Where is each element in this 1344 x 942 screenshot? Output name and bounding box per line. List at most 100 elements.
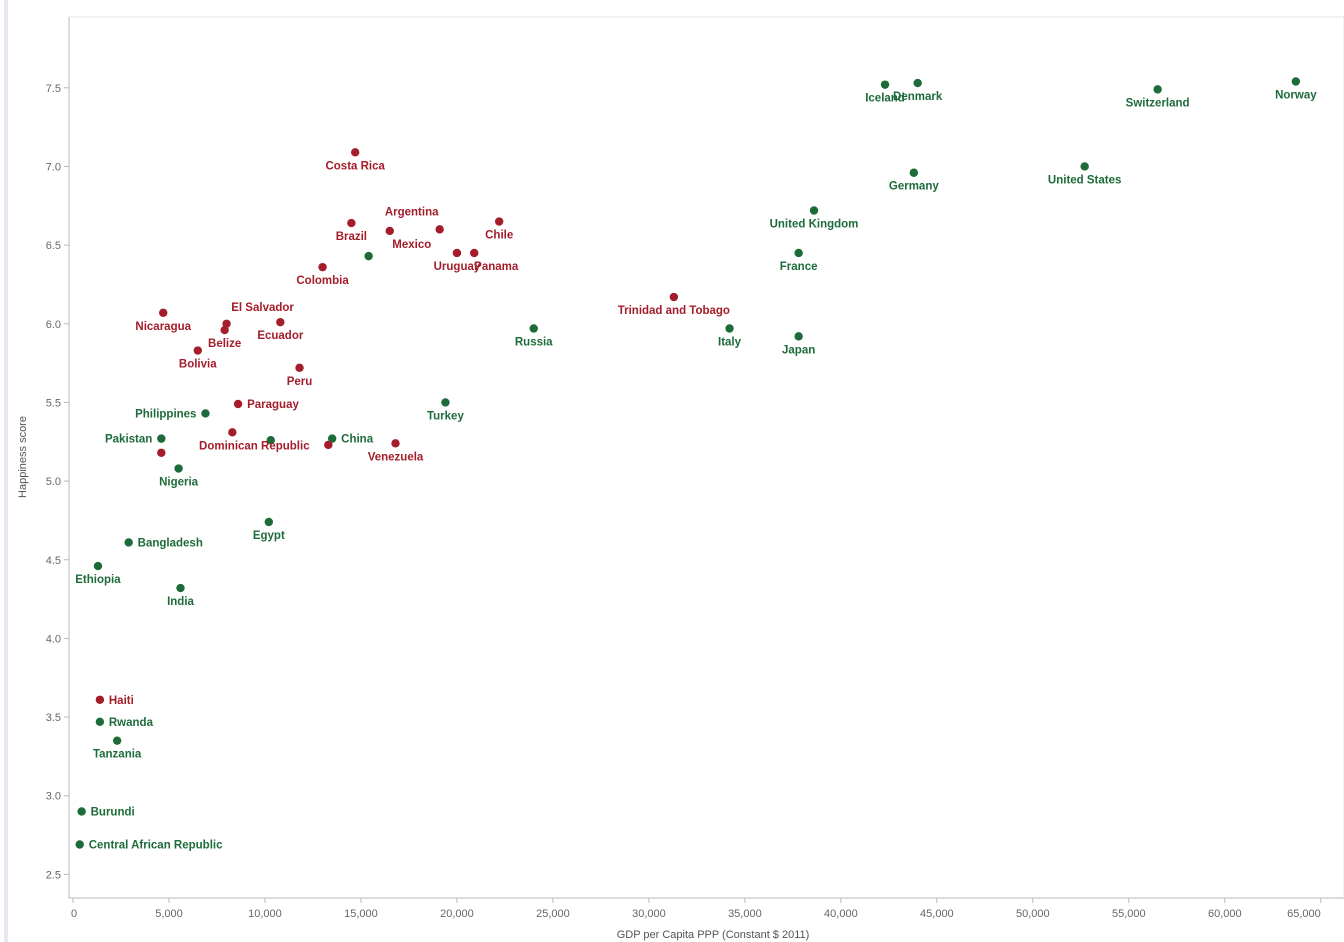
- data-point: [174, 464, 183, 473]
- data-point: [1153, 85, 1162, 94]
- point-label: Peru: [287, 376, 313, 388]
- x-tick-label: 45,000: [920, 908, 954, 920]
- data-point: [452, 248, 462, 258]
- data-point: [124, 538, 133, 547]
- data-point: [318, 262, 327, 272]
- y-tick-label: 4.0: [46, 633, 61, 645]
- data-point: [193, 346, 202, 355]
- data-point: [266, 435, 275, 445]
- data-point: [201, 409, 210, 418]
- point-label: Paraguay: [247, 399, 299, 411]
- point-label: United Kingdom: [770, 219, 859, 231]
- data-point: [913, 78, 922, 88]
- point-label: Bolivia: [179, 359, 217, 371]
- point-label: Ecuador: [257, 330, 304, 342]
- left-edge-bar: [4, 0, 8, 942]
- point-label: Panama: [474, 261, 519, 273]
- x-tick-label: 5,000: [155, 908, 183, 920]
- data-point: [794, 248, 803, 258]
- data-point: [112, 736, 122, 745]
- y-tick-label: 7.5: [46, 83, 61, 95]
- point-label: Iceland: [865, 93, 905, 105]
- data-point: [95, 695, 105, 704]
- point-label: Philippines: [135, 408, 196, 420]
- y-tick-label: 6.0: [46, 319, 61, 331]
- y-tick-label: 5.5: [46, 397, 61, 409]
- x-axis-ticks: 0 5,000 10,000 15,000 20,000 25,000 30,000 35,0…: [71, 898, 1322, 920]
- point-label: Japan: [782, 344, 815, 356]
- x-tick-label: 60,000: [1208, 908, 1242, 920]
- point-label: El Salvador: [231, 302, 294, 314]
- y-tick-label: 3.5: [46, 712, 61, 724]
- x-tick-label: 40,000: [824, 908, 858, 920]
- plot-frame: [68, 16, 1344, 899]
- data-point: [157, 448, 166, 457]
- y-tick-label: 5.0: [46, 476, 61, 488]
- point-label: Central African Republic: [89, 840, 223, 852]
- point-label: Germany: [889, 181, 939, 193]
- data-point: [435, 225, 444, 234]
- point-label: Rwanda: [109, 717, 154, 729]
- y-tick-label: 6.5: [46, 240, 61, 252]
- y-tick-label: 2.5: [46, 869, 61, 881]
- data-point: [385, 226, 394, 236]
- data-point: [909, 168, 919, 177]
- x-tick-label: 35,000: [728, 908, 762, 920]
- point-label: Uruguay: [434, 261, 481, 273]
- data-point: [794, 332, 803, 341]
- data-point: [75, 840, 84, 849]
- point-label: Switzerland: [1126, 97, 1190, 109]
- point-label: Ethiopia: [75, 574, 121, 586]
- x-tick-label: 10,000: [248, 908, 282, 920]
- data-points: [75, 77, 1301, 849]
- point-label: Tanzania: [93, 749, 142, 761]
- y-axis-ticks: 2.5 3.0 3.5 4.0 4.5 5.0 5.5 6.0 6.5 7.0 7.5: [46, 83, 69, 881]
- point-label: Russia: [515, 336, 553, 348]
- y-axis-title: Happiness score: [17, 416, 29, 498]
- data-point: [264, 517, 274, 527]
- data-point: [228, 428, 237, 437]
- point-label: Italy: [718, 336, 742, 348]
- data-point: [324, 440, 333, 450]
- data-point: [1080, 162, 1089, 171]
- point-label: Haiti: [109, 695, 134, 707]
- data-point: [220, 325, 229, 335]
- data-point: [441, 398, 450, 407]
- data-point: [327, 434, 337, 443]
- point-label: Colombia: [296, 275, 349, 287]
- x-tick-label: 55,000: [1112, 908, 1146, 920]
- data-point: [529, 324, 538, 333]
- point-label: France: [780, 261, 818, 273]
- point-label: Denmark: [893, 91, 943, 103]
- data-point: [233, 399, 243, 409]
- point-label: Trinidad and Tobago: [618, 305, 730, 317]
- data-point: [880, 80, 890, 89]
- x-tick-label: 65,000: [1287, 908, 1321, 920]
- y-tick-label: 3.0: [46, 791, 61, 803]
- point-label: Norway: [1275, 90, 1317, 102]
- data-point: [494, 217, 504, 226]
- point-label: India: [167, 596, 194, 608]
- point-label: Dominican Republic: [199, 440, 310, 452]
- point-label: Turkey: [427, 410, 464, 422]
- data-point: [276, 318, 285, 327]
- x-tick-label: 25,000: [536, 908, 570, 920]
- point-label: United States: [1048, 174, 1122, 186]
- data-point: [1291, 77, 1301, 86]
- point-label: Mexico: [392, 239, 431, 251]
- point-label: Nicaragua: [135, 321, 191, 333]
- point-label: Egypt: [253, 530, 285, 542]
- point-label: Brazil: [336, 231, 367, 243]
- point-label: Burundi: [91, 806, 135, 818]
- x-axis-title: GDP per Capita PPP (Constant $ 2011): [617, 929, 810, 941]
- point-label: Nigeria: [159, 477, 199, 489]
- point-label: Chile: [485, 230, 513, 242]
- data-point: [470, 248, 479, 258]
- data-point: [95, 717, 105, 726]
- point-label: Venezuela: [368, 451, 424, 463]
- data-point: [809, 206, 819, 215]
- data-point: [157, 434, 166, 443]
- data-point: [391, 439, 400, 448]
